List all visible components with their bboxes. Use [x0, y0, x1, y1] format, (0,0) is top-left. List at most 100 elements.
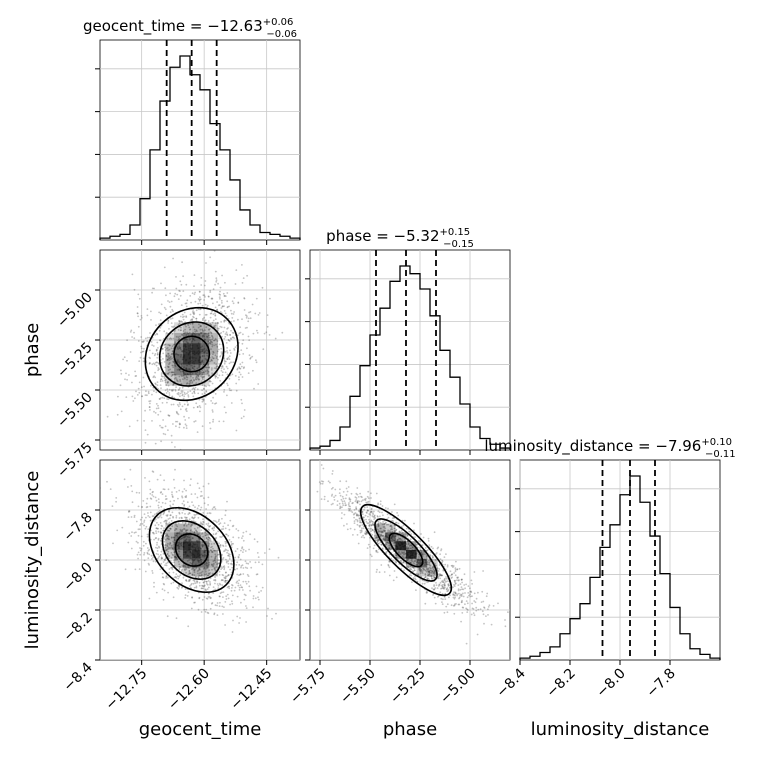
scatter-point: [207, 496, 210, 499]
scatter-point: [171, 553, 174, 556]
scatter-point: [444, 598, 447, 600]
scatter-point: [193, 420, 196, 423]
scatter-point: [214, 376, 217, 379]
scatter-point: [439, 574, 441, 576]
scatter-point: [422, 536, 425, 539]
scatter-point: [221, 366, 224, 368]
scatter-point: [188, 512, 191, 514]
scatter-point: [448, 596, 450, 599]
scatter-point: [135, 540, 138, 543]
scatter-point: [218, 582, 221, 585]
scatter-point: [200, 571, 203, 574]
scatter-point: [242, 573, 245, 575]
scatter-point: [205, 326, 208, 329]
scatter-point: [225, 545, 227, 547]
scatter-point: [204, 314, 207, 316]
scatter-point: [167, 356, 170, 358]
scatter-point: [198, 313, 201, 316]
scatter-point: [204, 370, 207, 373]
scatter-point: [166, 576, 169, 579]
scatter-point: [422, 553, 425, 556]
scatter-point: [198, 405, 201, 407]
scatter-point: [180, 374, 183, 377]
scatter-point: [394, 527, 396, 530]
scatter-point: [341, 506, 343, 508]
scatter-point: [437, 546, 440, 549]
scatter-point: [168, 359, 171, 361]
scatter-point: [170, 528, 172, 530]
scatter-point: [161, 396, 164, 399]
scatter-point: [196, 513, 198, 516]
scatter-point: [322, 480, 325, 483]
scatter-point: [201, 384, 204, 386]
scatter-point: [365, 533, 368, 536]
scatter-point: [203, 332, 206, 335]
scatter-point: [204, 296, 206, 298]
scatter-point: [203, 584, 206, 587]
y-tick-label: −5.50: [54, 390, 96, 432]
scatter-point: [159, 531, 162, 534]
scatter-point: [390, 547, 393, 550]
scatter-point: [442, 569, 445, 572]
scatter-point: [164, 349, 167, 351]
scatter-point: [171, 525, 174, 528]
scatter-point: [398, 553, 401, 555]
scatter-point: [193, 569, 196, 571]
scatter-point: [439, 574, 442, 576]
scatter-point: [209, 323, 212, 325]
scatter-point: [226, 593, 229, 596]
scatter-point: [171, 566, 173, 569]
scatter-point: [224, 371, 227, 374]
scatter-point: [211, 564, 214, 567]
scatter-point: [219, 536, 222, 538]
scatter-point: [178, 402, 181, 404]
scatter-point: [430, 575, 433, 577]
scatter-point: [388, 546, 391, 549]
scatter-point: [149, 497, 152, 500]
scatter-point: [201, 378, 204, 381]
scatter-point: [403, 557, 406, 560]
scatter-point: [224, 527, 227, 530]
scatter-point: [426, 577, 429, 580]
scatter-point: [424, 569, 426, 572]
scatter-point: [178, 575, 181, 578]
scatter-point: [442, 581, 444, 583]
scatter-point: [216, 308, 219, 311]
scatter-point: [166, 358, 169, 361]
scatter-point: [195, 317, 198, 320]
scatter-point: [203, 388, 206, 390]
scatter-point: [130, 547, 133, 550]
scatter-point: [171, 325, 173, 328]
scatter-point: [370, 519, 373, 522]
scatter-point: [185, 424, 188, 427]
scatter-point: [222, 420, 225, 423]
scatter-point: [180, 329, 182, 331]
scatter-point: [214, 283, 217, 286]
scatter-point: [461, 588, 463, 591]
scatter-point: [226, 384, 229, 387]
scatter-point: [490, 623, 493, 626]
scatter-point: [126, 378, 128, 381]
scatter-point: [450, 573, 453, 576]
scatter-point: [154, 496, 157, 499]
scatter-point: [200, 544, 203, 547]
scatter-point: [147, 549, 150, 552]
scatter-point: [167, 372, 169, 375]
scatter-point: [167, 381, 169, 383]
scatter-point: [209, 379, 211, 382]
scatter-point: [456, 576, 458, 579]
scatter-point: [321, 480, 323, 482]
scatter-point: [186, 378, 188, 381]
scatter-point: [226, 367, 229, 370]
scatter-point: [211, 297, 214, 300]
scatter-point: [409, 544, 412, 547]
scatter-point: [142, 544, 145, 547]
scatter-point: [238, 332, 241, 335]
scatter-point: [386, 523, 388, 526]
scatter-point: [167, 414, 170, 416]
scatter-point: [172, 310, 174, 313]
scatter-point: [159, 510, 161, 512]
scatter-point: [457, 576, 460, 579]
scatter-point: [211, 343, 214, 346]
scatter-point: [432, 556, 434, 559]
